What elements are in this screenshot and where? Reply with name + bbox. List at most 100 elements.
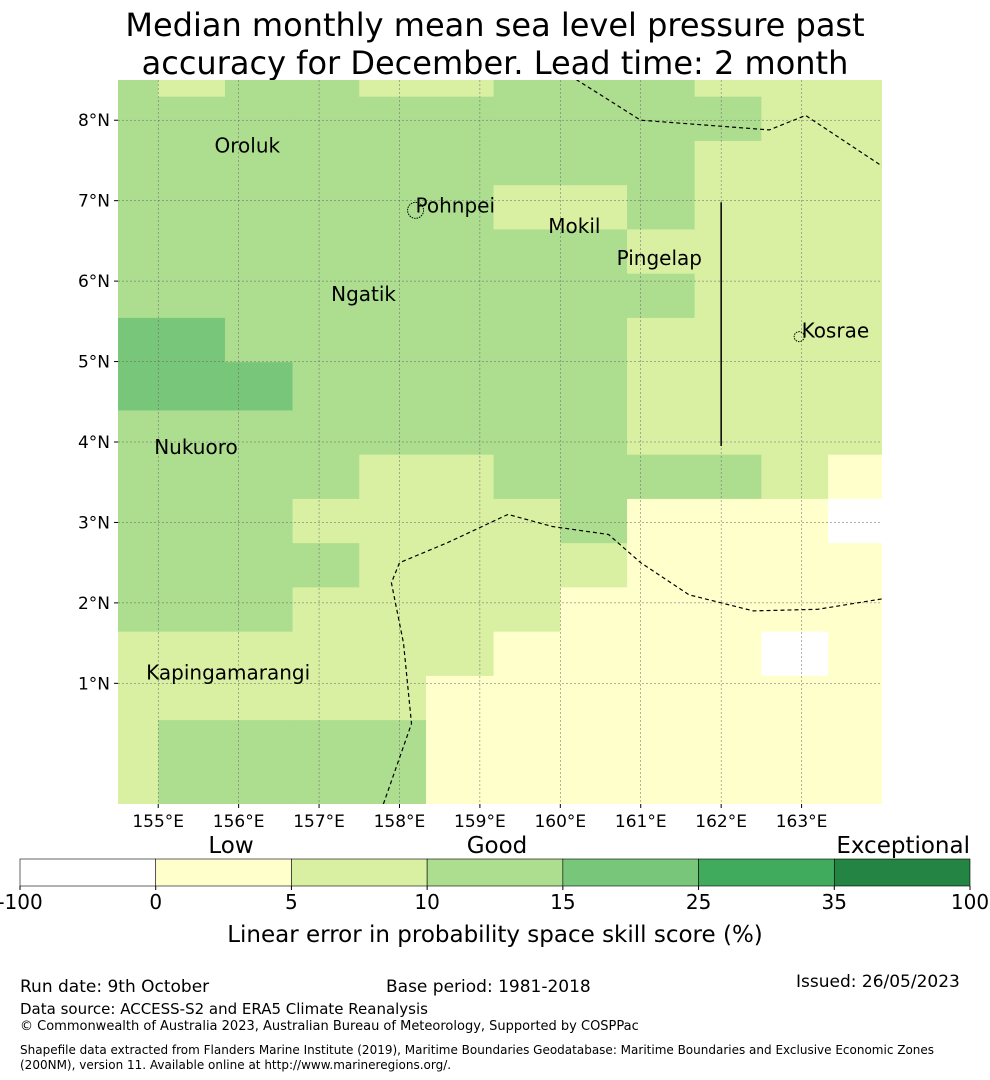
grid-cell bbox=[560, 184, 628, 230]
grid-cell bbox=[158, 140, 226, 186]
grid-cell bbox=[292, 454, 360, 499]
grid-cell bbox=[560, 631, 628, 676]
grid-cell bbox=[118, 675, 159, 721]
grid-cell bbox=[493, 80, 561, 97]
grid-cell bbox=[118, 273, 159, 318]
grid-cell bbox=[118, 409, 159, 455]
grid-cell bbox=[694, 675, 762, 721]
colorbar-tick-label: 25 bbox=[686, 890, 711, 914]
grid-cell bbox=[828, 675, 882, 721]
grid-cell bbox=[828, 631, 882, 676]
colorbar-tick-label: 100 bbox=[951, 890, 989, 914]
grid-cell bbox=[560, 273, 628, 318]
colorbar-tick-label: -100 bbox=[0, 890, 43, 914]
grid-cell bbox=[694, 454, 762, 499]
grid-cell bbox=[224, 542, 294, 588]
x-tick-label: 158°E bbox=[374, 812, 426, 832]
grid-cell bbox=[761, 273, 829, 318]
grid-cell bbox=[224, 228, 294, 274]
grid-cell bbox=[224, 631, 294, 676]
y-tick-label: 1°N bbox=[78, 674, 110, 694]
grid-cell bbox=[359, 96, 427, 141]
eez-boundary bbox=[382, 513, 882, 804]
place-label: Nukuoro bbox=[154, 435, 238, 459]
grid-cell bbox=[627, 228, 696, 274]
x-tick-label: 157°E bbox=[293, 812, 345, 832]
place-label: Mokil bbox=[548, 214, 600, 238]
grid-cell bbox=[158, 498, 226, 544]
grid-cell bbox=[118, 498, 159, 544]
grid-cell bbox=[828, 498, 882, 544]
x-tick-label: 155°E bbox=[132, 812, 184, 832]
grid-cell bbox=[158, 631, 226, 676]
grid-cell bbox=[292, 361, 360, 411]
grid-cell bbox=[118, 140, 159, 186]
grid-cell bbox=[224, 409, 294, 455]
grid-cell bbox=[560, 675, 628, 721]
grid-cell bbox=[694, 273, 762, 318]
grid-cell bbox=[761, 454, 829, 499]
place-label: Kapingamarangi bbox=[146, 660, 310, 684]
place-label: Pingelap bbox=[617, 246, 702, 270]
grid-cell bbox=[627, 361, 696, 411]
grid-cell bbox=[627, 317, 696, 363]
grid-cell bbox=[224, 80, 294, 97]
grid-cell bbox=[627, 140, 696, 186]
grid-cell bbox=[627, 631, 696, 676]
grid-cell bbox=[292, 631, 360, 676]
grid-cell bbox=[828, 361, 882, 411]
grid-cell bbox=[828, 80, 882, 97]
grid-cell bbox=[118, 542, 159, 588]
grid-cell bbox=[158, 80, 226, 97]
grid-cell bbox=[224, 498, 294, 544]
grid-cell bbox=[560, 96, 628, 141]
grid-cell bbox=[828, 719, 882, 804]
grid-cell bbox=[493, 228, 561, 274]
grid-cell bbox=[426, 675, 495, 721]
grid-cell bbox=[560, 140, 628, 186]
grid-cell bbox=[426, 273, 495, 318]
grid-cell bbox=[224, 317, 294, 363]
grid-cell bbox=[426, 184, 495, 230]
grid-cell bbox=[118, 96, 159, 141]
grid-cell bbox=[359, 586, 427, 632]
grid-cell bbox=[761, 140, 829, 186]
grid-cell bbox=[158, 361, 226, 411]
grid-cell bbox=[627, 409, 696, 455]
colorbar-tick-label: 0 bbox=[149, 890, 162, 914]
grid-cell bbox=[627, 719, 696, 804]
y-tick-label: 4°N bbox=[78, 433, 110, 453]
grid-cell bbox=[359, 317, 427, 363]
grid-cell bbox=[694, 542, 762, 588]
grid-cell bbox=[694, 96, 762, 141]
grid-cell bbox=[359, 140, 427, 186]
grid-cell bbox=[359, 80, 427, 97]
grid-cell bbox=[761, 184, 829, 230]
place-label: Ngatik bbox=[331, 282, 396, 306]
place-label: Oroluk bbox=[215, 133, 281, 157]
grid-cell bbox=[560, 586, 628, 632]
grid-cell bbox=[224, 140, 294, 186]
grid-cell bbox=[359, 542, 427, 588]
grid-cell bbox=[118, 586, 159, 632]
skill-grid bbox=[118, 80, 882, 804]
grid-cell bbox=[828, 140, 882, 186]
grid-cell bbox=[493, 498, 561, 544]
data-source: Data source: ACCESS-S2 and ERA5 Climate … bbox=[20, 1000, 428, 1018]
grid-cell bbox=[158, 273, 226, 318]
colorbar-swatch bbox=[562, 858, 699, 887]
chart-title-line1: Median monthly mean sea level pressure p… bbox=[125, 6, 865, 44]
grid-cell bbox=[359, 631, 427, 676]
grid-cell bbox=[359, 228, 427, 274]
grid-cell bbox=[694, 631, 762, 676]
grid-cell bbox=[493, 454, 561, 499]
grid-cell bbox=[627, 80, 696, 97]
x-tick-label: 163°E bbox=[776, 812, 828, 832]
grid-cell bbox=[493, 719, 561, 804]
shapefile-credit: Shapefile data extracted from Flanders M… bbox=[20, 1043, 935, 1072]
colorbar-category-label: Exceptional bbox=[836, 833, 970, 859]
grid-cell bbox=[224, 96, 294, 141]
grid-cell bbox=[761, 542, 829, 588]
grid-cell bbox=[560, 719, 628, 804]
grid-cell bbox=[493, 361, 561, 411]
